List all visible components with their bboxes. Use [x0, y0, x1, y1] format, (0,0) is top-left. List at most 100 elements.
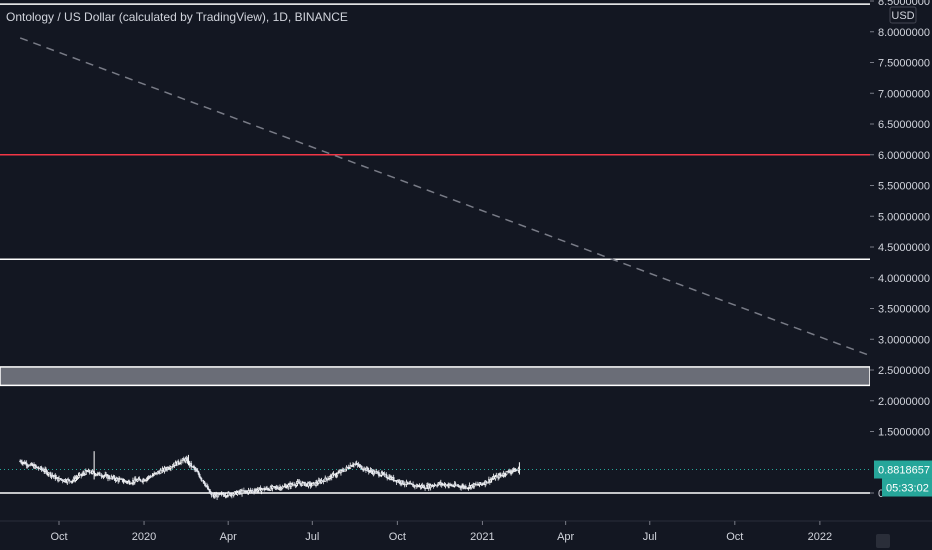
- candle[interactable]: [169, 466, 172, 472]
- support-zone[interactable]: [0, 366, 871, 387]
- candle[interactable]: [98, 471, 101, 476]
- candle[interactable]: [113, 474, 116, 482]
- candle[interactable]: [403, 481, 406, 488]
- candle[interactable]: [71, 481, 73, 484]
- candle[interactable]: [331, 472, 334, 478]
- candle[interactable]: [317, 477, 320, 484]
- candle[interactable]: [206, 484, 209, 490]
- candle[interactable]: [230, 493, 233, 499]
- candle[interactable]: [149, 474, 152, 479]
- candle[interactable]: [58, 475, 60, 482]
- candle[interactable]: [406, 481, 409, 485]
- candle[interactable]: [46, 469, 48, 476]
- candle[interactable]: [138, 476, 141, 480]
- candle[interactable]: [59, 478, 62, 481]
- candle[interactable]: [470, 485, 473, 490]
- candle[interactable]: [423, 484, 426, 489]
- candle[interactable]: [136, 478, 139, 483]
- candle[interactable]: [454, 481, 457, 487]
- candle[interactable]: [210, 491, 213, 498]
- candle[interactable]: [363, 466, 365, 472]
- candle[interactable]: [88, 469, 91, 475]
- candle[interactable]: [312, 481, 315, 486]
- candle[interactable]: [287, 483, 290, 490]
- candle[interactable]: [424, 486, 427, 492]
- candle[interactable]: [271, 484, 274, 492]
- candle[interactable]: [498, 472, 500, 480]
- candle[interactable]: [129, 481, 132, 485]
- candle[interactable]: [383, 471, 386, 478]
- candle[interactable]: [204, 481, 206, 487]
- candle[interactable]: [171, 464, 174, 469]
- candle[interactable]: [327, 476, 329, 481]
- candle[interactable]: [325, 477, 328, 481]
- candle[interactable]: [184, 456, 187, 464]
- candle[interactable]: [220, 491, 223, 497]
- candle[interactable]: [198, 473, 201, 478]
- candle[interactable]: [373, 469, 376, 476]
- candle[interactable]: [227, 490, 230, 498]
- candle[interactable]: [510, 469, 512, 476]
- candle[interactable]: [27, 464, 30, 468]
- candle[interactable]: [495, 472, 498, 478]
- candle[interactable]: [122, 478, 125, 485]
- candle[interactable]: [392, 474, 395, 483]
- candle[interactable]: [257, 487, 260, 493]
- candle[interactable]: [54, 473, 57, 481]
- candle[interactable]: [434, 483, 437, 487]
- candle[interactable]: [515, 469, 518, 472]
- trendline[interactable]: [19, 37, 893, 365]
- candle[interactable]: [200, 477, 203, 482]
- candle[interactable]: [197, 470, 200, 476]
- candle[interactable]: [517, 466, 520, 473]
- candle[interactable]: [61, 478, 64, 484]
- candle[interactable]: [180, 458, 182, 466]
- candle[interactable]: [399, 479, 402, 486]
- candle[interactable]: [505, 471, 508, 476]
- candle[interactable]: [236, 490, 239, 496]
- candle[interactable]: [163, 465, 166, 474]
- candle[interactable]: [34, 464, 37, 470]
- candle[interactable]: [83, 470, 85, 476]
- candle[interactable]: [353, 463, 355, 468]
- candle[interactable]: [322, 479, 325, 485]
- candle[interactable]: [40, 465, 43, 472]
- candle[interactable]: [134, 476, 137, 481]
- axis-grip[interactable]: [876, 534, 890, 548]
- candle[interactable]: [241, 488, 243, 497]
- price-axis[interactable]: [870, 0, 932, 550]
- candle[interactable]: [444, 482, 447, 489]
- candle[interactable]: [147, 475, 150, 480]
- candle[interactable]: [78, 472, 81, 478]
- candle[interactable]: [402, 480, 404, 485]
- candle[interactable]: [195, 468, 198, 472]
- candle[interactable]: [310, 482, 313, 488]
- candle[interactable]: [68, 479, 71, 484]
- candle[interactable]: [475, 481, 477, 487]
- candle[interactable]: [119, 477, 121, 480]
- candle[interactable]: [232, 492, 235, 498]
- candle[interactable]: [393, 480, 396, 482]
- candle[interactable]: [473, 483, 476, 489]
- candle[interactable]: [301, 480, 304, 486]
- candle[interactable]: [261, 487, 264, 491]
- candle[interactable]: [159, 467, 162, 474]
- candle[interactable]: [177, 459, 180, 466]
- candle[interactable]: [84, 468, 87, 476]
- candle[interactable]: [349, 462, 352, 469]
- candle[interactable]: [281, 484, 284, 489]
- candle[interactable]: [316, 480, 319, 486]
- candle[interactable]: [247, 487, 250, 495]
- candle[interactable]: [332, 471, 335, 477]
- candle[interactable]: [336, 472, 339, 478]
- candle[interactable]: [118, 476, 120, 483]
- candle[interactable]: [25, 460, 28, 469]
- candle[interactable]: [66, 478, 69, 485]
- candle[interactable]: [190, 460, 193, 470]
- candle[interactable]: [139, 479, 142, 482]
- candle[interactable]: [485, 480, 488, 486]
- candle[interactable]: [251, 488, 254, 493]
- candle[interactable]: [49, 471, 52, 478]
